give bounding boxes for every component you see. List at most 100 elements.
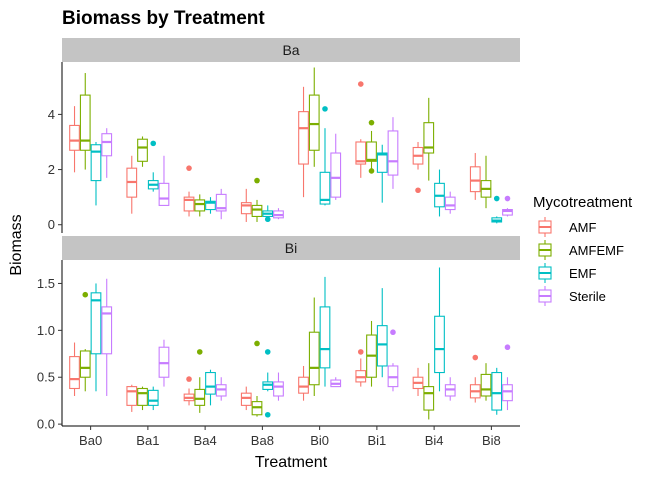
box-AMF-Ba1 bbox=[126, 155, 138, 214]
box-iqr bbox=[366, 141, 377, 162]
legend-label: AMFEMF bbox=[569, 243, 624, 258]
box-iqr bbox=[240, 392, 252, 406]
box-iqr bbox=[240, 202, 252, 215]
box-EMF-Ba0 bbox=[90, 141, 102, 206]
x-tick-label: Bi1 bbox=[367, 433, 386, 448]
outlier-point bbox=[415, 187, 421, 194]
box-Sterile-Bi4 bbox=[444, 377, 456, 401]
box-Sterile-Bi8 bbox=[502, 344, 513, 411]
box-AMFEMF-Ba4 bbox=[194, 194, 206, 217]
box-iqr bbox=[355, 141, 367, 165]
box-AMFEMF-Bi1 bbox=[366, 320, 377, 387]
box-AMF-Bi1 bbox=[355, 81, 367, 178]
box-Sterile-Bi8 bbox=[502, 195, 513, 217]
box-EMF-Ba8 bbox=[262, 349, 274, 418]
x-tick-label: Ba8 bbox=[251, 433, 274, 448]
legend-label: Sterile bbox=[569, 289, 606, 304]
box-iqr bbox=[137, 138, 148, 162]
box-iqr bbox=[491, 371, 503, 411]
box-iqr bbox=[423, 122, 435, 154]
box-Sterile-Bi1 bbox=[387, 329, 399, 392]
box-Sterile-Bi4 bbox=[444, 191, 456, 214]
box-iqr bbox=[469, 166, 481, 193]
box-AMF-Ba8 bbox=[240, 386, 252, 411]
box-AMF-Bi1 bbox=[355, 349, 367, 387]
box-Sterile-Ba4 bbox=[215, 188, 227, 220]
outlier-point bbox=[390, 329, 396, 336]
outlier-point bbox=[196, 349, 203, 355]
box-iqr bbox=[319, 306, 331, 369]
x-tick-label: Ba4 bbox=[194, 433, 217, 448]
box-AMFEMF-Bi4 bbox=[423, 97, 435, 181]
outlier-point bbox=[472, 354, 479, 361]
box-AMF-Ba1 bbox=[126, 384, 138, 412]
box-iqr bbox=[69, 124, 80, 151]
box-EMF-Ba4 bbox=[205, 369, 216, 406]
box-Sterile-Ba8 bbox=[273, 208, 284, 220]
box-EMF-Ba1 bbox=[147, 140, 159, 192]
box-iqr bbox=[298, 111, 309, 165]
box-iqr bbox=[273, 381, 284, 397]
box-Sterile-Bi0 bbox=[330, 377, 342, 388]
outlier-point bbox=[254, 340, 260, 347]
box-EMF-Bi8 bbox=[491, 195, 503, 224]
outlier-point bbox=[368, 119, 375, 126]
box-AMF-Ba8 bbox=[240, 188, 252, 222]
outlier-point bbox=[82, 291, 89, 298]
outlier-point bbox=[186, 376, 192, 382]
legend-item-EMF: EMF bbox=[538, 263, 597, 283]
box-iqr bbox=[434, 315, 445, 374]
y-tick-label: 0.0 bbox=[37, 417, 55, 432]
facet-strip bbox=[62, 236, 520, 260]
facet-strip-label: Ba bbox=[282, 42, 299, 58]
box-EMF-Bi8 bbox=[491, 367, 503, 415]
outlier-point bbox=[357, 349, 364, 355]
box-iqr bbox=[194, 199, 206, 212]
box-iqr bbox=[319, 171, 331, 205]
outlier-point bbox=[254, 177, 260, 184]
box-iqr bbox=[205, 200, 216, 211]
box-Sterile-Ba4 bbox=[215, 377, 227, 401]
box-EMF-Bi1 bbox=[376, 144, 388, 203]
box-EMF-Bi4 bbox=[434, 267, 445, 392]
box-AMF-Bi4 bbox=[412, 367, 424, 396]
box-AMF-Bi8 bbox=[469, 354, 481, 403]
outlier-point bbox=[264, 216, 271, 223]
facet-panel-Bi: Bi 0.0 0.5 1.0 1.5 Ba0 Ba1 Ba4 Ba8 Bi0 Bi1 Bi4 Bi8 bbox=[37, 236, 520, 448]
box-iqr bbox=[298, 376, 309, 394]
y-tick-label: 2 bbox=[48, 162, 55, 177]
box-iqr bbox=[205, 371, 216, 395]
box-iqr bbox=[101, 133, 113, 157]
box-iqr bbox=[502, 209, 513, 216]
box-AMFEMF-Ba8 bbox=[251, 177, 263, 222]
box-AMFEMF-Bi1 bbox=[366, 119, 377, 174]
box-AMFEMF-Bi8 bbox=[480, 155, 492, 209]
box-AMFEMF-Ba4 bbox=[194, 349, 206, 413]
box-EMF-Ba8 bbox=[262, 205, 274, 223]
outlier-point bbox=[264, 349, 271, 355]
y-tick-label: 1.0 bbox=[37, 323, 55, 338]
x-axis-title: Treatment bbox=[255, 454, 328, 471]
box-Sterile-Ba0 bbox=[101, 278, 113, 396]
box-iqr bbox=[126, 386, 138, 406]
outlier-point bbox=[186, 165, 192, 171]
legend-label: AMF bbox=[569, 220, 597, 235]
box-AMF-Ba4 bbox=[183, 376, 195, 406]
legend: Mycotreatment AMF AMFEMF EMF Sterile bbox=[533, 194, 633, 306]
box-iqr bbox=[502, 384, 513, 402]
box-iqr bbox=[137, 387, 148, 406]
box-iqr bbox=[423, 386, 435, 411]
outlier-point bbox=[357, 81, 364, 87]
box-iqr bbox=[147, 389, 159, 406]
box-AMFEMF-Bi0 bbox=[308, 67, 320, 167]
box-iqr bbox=[376, 325, 388, 367]
box-iqr bbox=[79, 350, 91, 378]
box-iqr bbox=[79, 94, 91, 151]
box-iqr bbox=[376, 152, 388, 173]
box-AMF-Ba0 bbox=[69, 106, 80, 173]
box-iqr bbox=[330, 152, 342, 198]
box-AMF-Bi4 bbox=[412, 141, 424, 194]
box-Sterile-Ba8 bbox=[273, 372, 284, 401]
x-tick-label: Ba1 bbox=[136, 433, 159, 448]
